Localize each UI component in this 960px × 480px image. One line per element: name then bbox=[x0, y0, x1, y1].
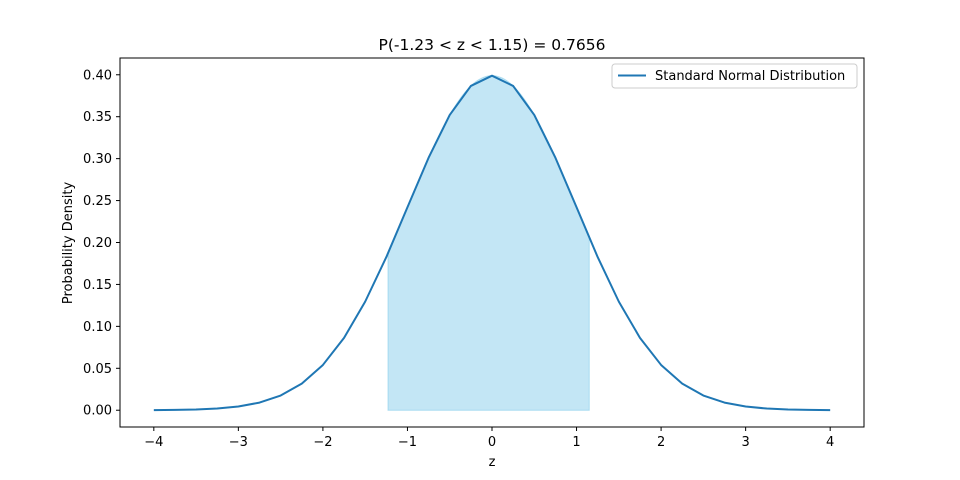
series-line-standard-normal bbox=[153, 74, 831, 412]
x-tick-label: −2 bbox=[313, 435, 332, 450]
legend: Standard Normal Distribution bbox=[611, 63, 858, 89]
x-axis-label: z bbox=[489, 455, 496, 470]
y-tick-label: 0.30 bbox=[83, 152, 112, 167]
y-tick-label: 0.40 bbox=[83, 68, 112, 83]
y-axis-ticks: 0.00 0.05 0.10 0.15 0.20 0.25 0.30 0.35 0.40 bbox=[83, 68, 120, 419]
y-tick-label: 0.25 bbox=[83, 194, 112, 209]
x-tick-label: −1 bbox=[398, 435, 417, 450]
x-tick-label: −3 bbox=[229, 435, 248, 450]
y-tick-label: 0.20 bbox=[83, 236, 112, 251]
series-layer bbox=[153, 74, 831, 412]
legend-box bbox=[611, 63, 858, 89]
x-tick-label: 1 bbox=[572, 435, 580, 450]
x-tick-label: 3 bbox=[741, 435, 749, 450]
legend-entry-label: Standard Normal Distribution bbox=[655, 69, 845, 84]
chart-title: P(-1.23 < z < 1.15) = 0.7656 bbox=[379, 36, 606, 54]
y-tick-label: 0.10 bbox=[83, 320, 112, 335]
y-tick-label: 0.05 bbox=[83, 362, 112, 377]
y-tick-label: 0.35 bbox=[83, 110, 112, 125]
y-tick-label: 0.15 bbox=[83, 278, 112, 293]
x-tick-label: 2 bbox=[657, 435, 665, 450]
x-axis-ticks: −4 −3 −2 −1 0 1 2 3 4 bbox=[144, 427, 834, 450]
x-tick-label: −4 bbox=[144, 435, 163, 450]
x-tick-label: 4 bbox=[826, 435, 834, 450]
y-axis-label: Probability Density bbox=[61, 182, 76, 305]
x-tick-label: 0 bbox=[488, 435, 496, 450]
y-tick-label: 0.00 bbox=[83, 404, 112, 419]
